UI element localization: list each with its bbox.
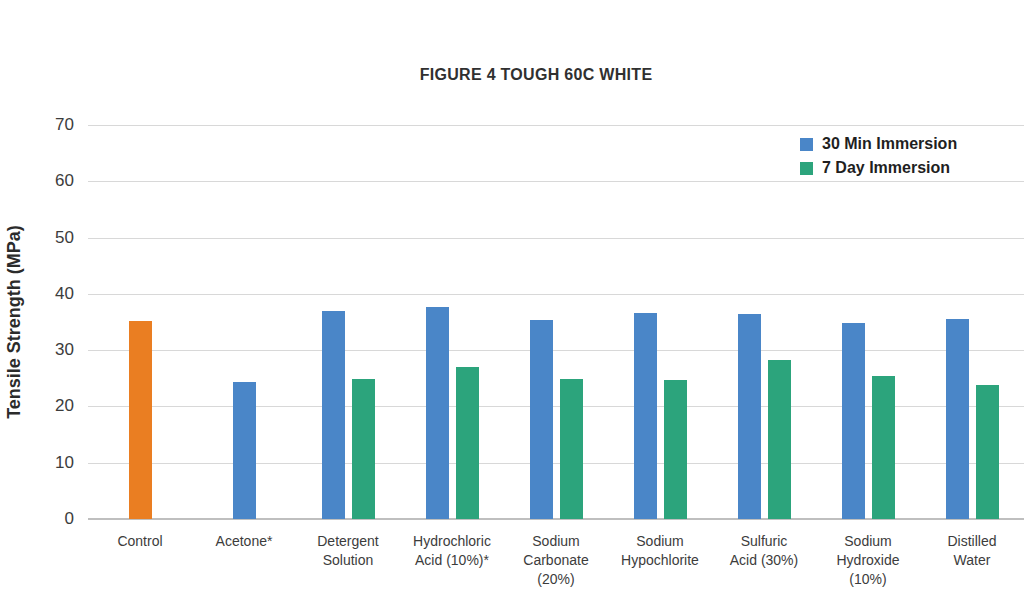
bar-sodium-hypochlorite-30-min-immersion bbox=[634, 313, 657, 519]
y-tick-label-60: 60 bbox=[0, 170, 74, 192]
gridline-40 bbox=[88, 294, 1024, 295]
chart-canvas: FIGURE 4 TOUGH 60C WHITE Tensile Strengt… bbox=[0, 0, 1024, 608]
bar-control-30-min-immersion bbox=[129, 321, 152, 519]
y-tick-label-70: 70 bbox=[0, 114, 74, 136]
legend-item-7-day-immersion: 7 Day Immersion bbox=[800, 157, 957, 179]
bar-sodium-hypochlorite-7-day-immersion bbox=[664, 380, 687, 519]
legend-label: 30 Min Immersion bbox=[822, 135, 957, 153]
gridline-70 bbox=[88, 125, 1024, 126]
bar-sodium-carbonate-20-7-day-immersion bbox=[560, 379, 583, 519]
x-label-sodium-hydroxide-10: SodiumHydroxide(10%) bbox=[816, 532, 920, 589]
chart-title: FIGURE 4 TOUGH 60C WHITE bbox=[48, 66, 1024, 84]
legend-swatch-icon bbox=[800, 162, 813, 175]
y-tick-label-30: 30 bbox=[0, 339, 74, 361]
bar-sulfuric-acid-30-30-min-immersion bbox=[738, 314, 761, 519]
x-label-detergent-solution: DetergentSolution bbox=[296, 532, 400, 570]
y-tick-label-20: 20 bbox=[0, 395, 74, 417]
bar-hydrochloric-acid-10-30-min-immersion bbox=[426, 307, 449, 519]
y-tick-label-50: 50 bbox=[0, 227, 74, 249]
x-label-sulfuric-acid-30: SulfuricAcid (30%) bbox=[712, 532, 816, 570]
legend-label: 7 Day Immersion bbox=[822, 159, 950, 177]
bar-distilled-water-30-min-immersion bbox=[946, 319, 969, 519]
y-tick-label-10: 10 bbox=[0, 452, 74, 474]
gridline-30 bbox=[88, 350, 1024, 351]
bar-sodium-hydroxide-10-30-min-immersion bbox=[842, 323, 865, 519]
bar-hydrochloric-acid-10-7-day-immersion bbox=[456, 367, 479, 519]
x-label-hydrochloric-acid-10: HydrochloricAcid (10%)* bbox=[400, 532, 504, 570]
bar-sodium-hydroxide-10-7-day-immersion bbox=[872, 376, 895, 520]
x-label-sodium-carbonate-20: SodiumCarbonate(20%) bbox=[504, 532, 608, 589]
gridline-60 bbox=[88, 181, 1024, 182]
x-label-sodium-hypochlorite: SodiumHypochlorite bbox=[608, 532, 712, 570]
bar-sulfuric-acid-30-7-day-immersion bbox=[768, 360, 791, 519]
legend-swatch-icon bbox=[800, 138, 813, 151]
y-axis-title: Tensile Strength (MPa) bbox=[4, 225, 25, 419]
y-tick-label-40: 40 bbox=[0, 283, 74, 305]
x-label-distilled-water: DistilledWater bbox=[920, 532, 1024, 570]
legend-item-30-min-immersion: 30 Min Immersion bbox=[800, 133, 957, 155]
legend: 30 Min Immersion 7 Day Immersion bbox=[800, 133, 957, 181]
bar-acetone-30-min-immersion bbox=[233, 382, 256, 519]
y-tick-label-0: 0 bbox=[0, 508, 74, 530]
bar-detergent-solution-7-day-immersion bbox=[352, 379, 375, 519]
plot-area bbox=[88, 125, 1024, 519]
x-label-acetone: Acetone* bbox=[192, 532, 296, 551]
bar-sodium-carbonate-20-30-min-immersion bbox=[530, 320, 553, 519]
bar-distilled-water-7-day-immersion bbox=[976, 385, 999, 520]
bar-detergent-solution-30-min-immersion bbox=[322, 311, 345, 519]
gridline-50 bbox=[88, 238, 1024, 239]
x-label-control: Control bbox=[88, 532, 192, 551]
